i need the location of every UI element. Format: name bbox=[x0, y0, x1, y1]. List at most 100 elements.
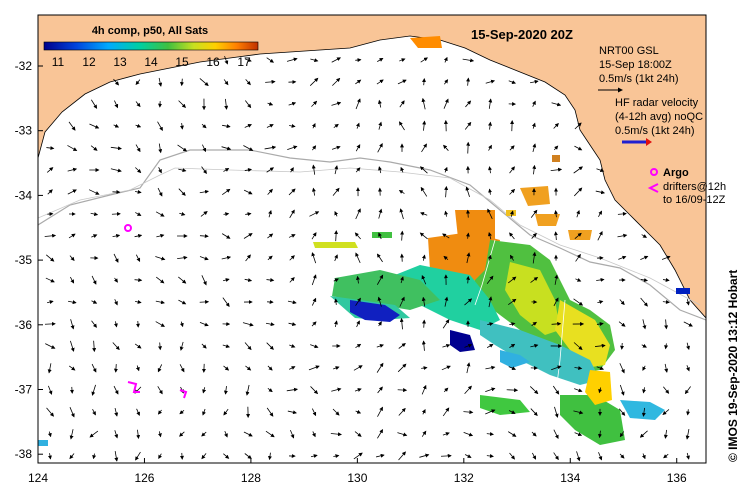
velocity-arrow bbox=[618, 321, 626, 327]
velocity-arrow bbox=[354, 431, 362, 437]
velocity-arrow bbox=[554, 274, 559, 285]
velocity-arrow bbox=[531, 232, 537, 239]
velocity-arrow bbox=[331, 145, 341, 150]
velocity-arrow bbox=[68, 365, 76, 371]
velocity-arrow bbox=[89, 430, 99, 438]
velocity-arrow bbox=[310, 58, 319, 63]
velocity-arrow bbox=[69, 255, 75, 262]
velocity-arrow bbox=[574, 145, 583, 151]
velocity-arrow bbox=[574, 122, 582, 130]
velocity-arrow bbox=[333, 278, 339, 283]
velocity-arrow bbox=[422, 78, 426, 86]
velocity-arrow bbox=[91, 300, 98, 304]
velocity-arrow bbox=[377, 143, 383, 153]
velocity-arrow bbox=[199, 256, 209, 261]
velocity-arrow bbox=[134, 343, 142, 349]
velocity-arrow bbox=[288, 234, 296, 238]
velocity-arrow bbox=[311, 100, 318, 107]
velocity-arrow bbox=[355, 122, 360, 129]
velocity-arrow bbox=[443, 255, 449, 260]
velocity-arrow bbox=[397, 432, 408, 437]
velocity-arrow bbox=[529, 386, 539, 395]
velocity-arrow bbox=[399, 296, 405, 307]
velocity-arrow bbox=[506, 388, 519, 393]
velocity-arrow bbox=[158, 77, 163, 87]
velocity-arrow bbox=[573, 166, 583, 174]
velocity-arrow bbox=[486, 344, 494, 348]
velocity-arrow bbox=[486, 454, 494, 458]
velocity-arrow bbox=[683, 321, 693, 327]
velocity-arrow bbox=[311, 187, 316, 196]
velocity-arrow bbox=[311, 252, 317, 264]
velocity-arrow bbox=[596, 366, 604, 370]
velocity-arrow bbox=[201, 343, 207, 349]
velocity-arrow bbox=[330, 432, 342, 437]
velocity-arrow bbox=[288, 188, 296, 196]
velocity-arrow bbox=[486, 432, 494, 436]
velocity-arrow bbox=[618, 408, 626, 416]
velocity-arrow bbox=[287, 300, 297, 305]
shelf-contour-outer bbox=[38, 167, 701, 306]
velocity-arrow bbox=[177, 255, 188, 260]
drifter-track bbox=[179, 389, 188, 399]
velocity-arrow bbox=[309, 211, 320, 217]
velocity-arrow bbox=[46, 300, 54, 304]
velocity-arrow bbox=[158, 143, 163, 154]
velocity-arrow bbox=[465, 100, 472, 108]
velocity-arrow bbox=[573, 342, 583, 351]
velocity-arrow bbox=[398, 407, 406, 416]
current-legend-line2: 15-Sep 18:00Z bbox=[599, 59, 672, 71]
velocity-arrow bbox=[110, 146, 122, 151]
velocity-arrow bbox=[530, 408, 538, 417]
velocity-arrow bbox=[444, 185, 449, 198]
velocity-arrow bbox=[421, 97, 426, 110]
velocity-arrow bbox=[353, 365, 363, 371]
velocity-arrow bbox=[202, 144, 207, 153]
velocity-arrow bbox=[310, 386, 319, 395]
velocity-arrow bbox=[353, 452, 363, 460]
y-axis: -32 -33 -34 -35 -36 -37 -38 bbox=[15, 59, 43, 461]
velocity-arrow bbox=[398, 343, 406, 349]
velocity-arrow bbox=[289, 277, 295, 283]
velocity-arrow bbox=[289, 209, 295, 219]
velocity-arrow bbox=[597, 230, 603, 241]
velocity-arrow bbox=[309, 77, 319, 86]
velocity-arrow bbox=[333, 366, 340, 370]
velocity-arrow bbox=[573, 187, 583, 197]
velocity-arrow bbox=[155, 211, 165, 217]
velocity-arrow bbox=[114, 407, 119, 417]
x-tick-label: 136 bbox=[667, 471, 687, 485]
colorbar-tick-label: 15 bbox=[175, 55, 189, 69]
velocity-arrow bbox=[662, 300, 670, 304]
velocity-arrow bbox=[114, 100, 119, 109]
velocity-arrow bbox=[91, 363, 97, 373]
velocity-arrow bbox=[443, 56, 448, 63]
velocity-arrow bbox=[486, 275, 494, 285]
velocity-arrow bbox=[267, 452, 272, 461]
velocity-arrow bbox=[640, 278, 648, 282]
velocity-arrow bbox=[178, 100, 186, 108]
velocity-arrow bbox=[331, 57, 341, 63]
velocity-arrow bbox=[331, 101, 342, 106]
velocity-arrow bbox=[640, 255, 649, 260]
velocity-arrow bbox=[267, 101, 274, 106]
colorbar-tick-label: 17 bbox=[237, 55, 251, 69]
velocity-arrow bbox=[224, 430, 228, 438]
velocity-arrow bbox=[619, 299, 625, 306]
velocity-arrow bbox=[332, 408, 340, 416]
velocity-arrow bbox=[464, 121, 472, 130]
velocity-arrow bbox=[553, 452, 559, 461]
velocity-arrow bbox=[400, 166, 405, 173]
velocity-arrow bbox=[377, 386, 383, 394]
colorbar-label: 4h comp, p50, All Sats bbox=[92, 25, 208, 37]
velocity-arrow bbox=[552, 385, 560, 395]
velocity-arrow bbox=[399, 58, 406, 62]
velocity-arrow bbox=[355, 58, 362, 63]
velocity-arrow bbox=[46, 146, 55, 151]
velocity-arrow bbox=[308, 365, 320, 371]
velocity-arrow bbox=[662, 409, 670, 416]
velocity-arrow bbox=[289, 429, 295, 439]
velocity-arrow bbox=[332, 187, 340, 196]
velocity-arrow bbox=[199, 234, 209, 239]
velocity-arrow bbox=[334, 254, 338, 262]
